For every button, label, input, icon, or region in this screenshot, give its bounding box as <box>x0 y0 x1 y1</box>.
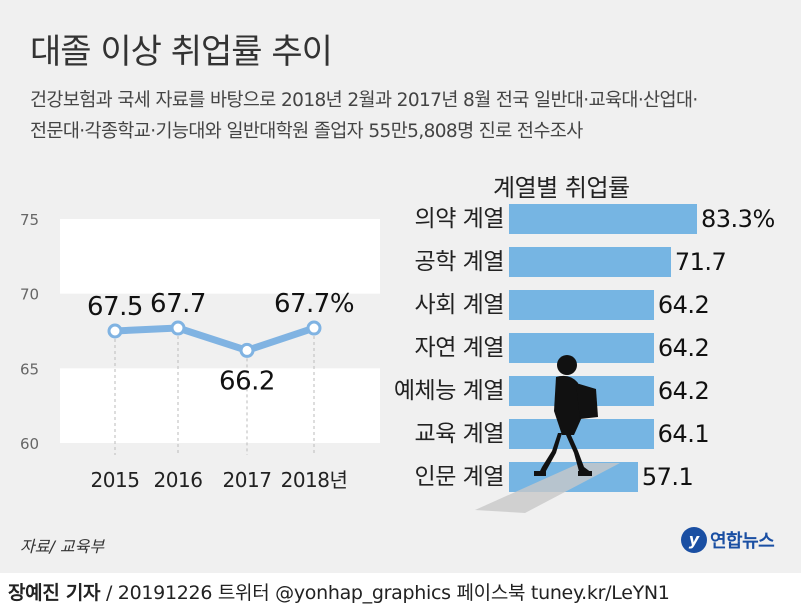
data-point <box>170 320 186 336</box>
subtitle-line-2: 전문대·각종학교·기능대와 일반대학원 졸업자 55만5,808명 진로 전수조… <box>30 121 583 142</box>
subtitle-line-1: 건강보험과 국세 자료를 바탕으로 2018년 2월과 2017년 8월 전국 … <box>30 90 698 111</box>
data-point <box>306 320 322 336</box>
bar-category-label: 예체능 계열 <box>393 378 505 404</box>
bar-value-label: 64.2 <box>657 377 710 405</box>
bar-row: 자연 계열 64.2 <box>0 333 801 363</box>
bar <box>509 204 697 234</box>
bar-category-label: 자연 계열 <box>414 335 505 361</box>
data-label: 67.7% <box>274 289 354 319</box>
data-point <box>107 323 123 339</box>
bar-category-label: 교육 계열 <box>414 421 505 447</box>
yonhap-logo-icon: y <box>681 527 707 553</box>
y-tick-label: 60 <box>20 435 39 453</box>
bar-category-label: 인문 계열 <box>414 464 505 490</box>
bar-category-label: 공학 계열 <box>414 249 505 275</box>
data-label: 67.7 <box>150 289 206 319</box>
data-point <box>239 342 255 358</box>
bar-row: 의약 계열 83.3% <box>0 204 801 234</box>
bar-value-label: 57.1 <box>641 463 694 491</box>
bar-chart-title: 계열별 취업률 <box>493 174 630 202</box>
source-note: 자료/ 교육부 <box>20 537 105 556</box>
bar-category-label: 사회 계열 <box>414 292 505 318</box>
grid-band-70-75 <box>60 219 380 294</box>
bar-value-label: 64.2 <box>657 334 710 362</box>
bar-value-label: 64.1 <box>657 420 710 448</box>
bar <box>509 290 654 320</box>
data-label: 66.2 <box>219 366 275 396</box>
bar <box>509 419 654 449</box>
y-tick-label: 70 <box>20 286 39 304</box>
y-tick-label: 75 <box>20 211 39 229</box>
bar-category-label: 의약 계열 <box>414 206 505 232</box>
bar-row: 교육 계열 64.1 <box>0 419 801 449</box>
grid-band-60-65 <box>60 368 380 443</box>
footer-credit: 장예진 기자 / 20191226 트위터 @yonhap_graphics 페… <box>8 578 670 605</box>
trend-line-chart: 60 65 70 75 67.5 67.7 66.2 67.7% 2015 2016 2017 201… <box>20 211 380 492</box>
reporter-name: 장예진 기자 <box>8 582 101 604</box>
bar-value-label: 83.3% <box>701 205 775 233</box>
bar-value-label: 71.7 <box>674 248 727 276</box>
y-tick-label: 65 <box>20 360 39 378</box>
x-tick-label: 2015 <box>91 468 140 492</box>
bar-row: 예체능 계열 64.2 <box>0 376 801 406</box>
bar-row: 사회 계열 64.2 <box>0 290 801 320</box>
bar-value-label: 64.2 <box>657 291 710 319</box>
page-title: 대졸 이상 취업률 추이 <box>30 32 333 72</box>
bar <box>509 247 671 277</box>
x-tick-label: 2018년 <box>281 468 348 492</box>
x-tick-label: 2017 <box>223 468 272 492</box>
x-tick-label: 2016 <box>154 468 203 492</box>
bar <box>509 333 654 363</box>
series-line <box>114 324 316 354</box>
bar-row: 인문 계열 57.1 <box>0 462 801 492</box>
footer-info: / 20191226 트위터 @yonhap_graphics 페이스북 tun… <box>100 582 670 604</box>
yonhap-logo: y 연합뉴스 <box>681 527 775 553</box>
data-label: 67.5 <box>87 292 143 322</box>
bar-row: 공학 계열 71.7 <box>0 247 801 277</box>
yonhap-logo-text: 연합뉴스 <box>710 531 775 552</box>
walking-person-silhouette <box>475 355 620 513</box>
